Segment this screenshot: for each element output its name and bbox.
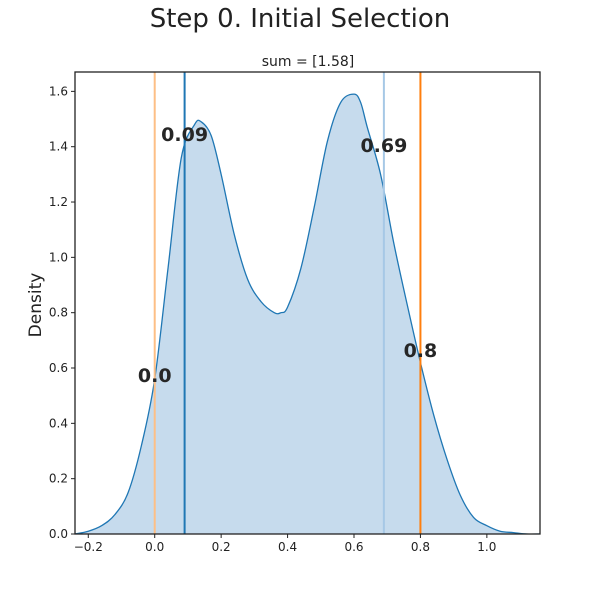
plot-frame: [74, 71, 541, 535]
x-tick-label-2: 0.2: [212, 540, 231, 554]
y-tick-label-7: 1.4: [49, 140, 68, 154]
annotation-label-3: 0.8: [404, 340, 438, 362]
x-tick-label-6: 1.0: [477, 540, 496, 554]
y-tick-label-0: 0.0: [49, 527, 68, 541]
annotation-label-1: 0.09: [161, 124, 208, 146]
y-tick-label-4: 0.8: [49, 306, 68, 320]
x-tick-label-4: 0.6: [344, 540, 363, 554]
y-tick-label-2: 0.4: [49, 416, 68, 430]
annotation-label-2: 0.69: [360, 135, 407, 157]
y-tick-label-3: 0.6: [49, 361, 68, 375]
y-tick-label-6: 1.2: [49, 195, 68, 209]
chart-title: Step 0. Initial Selection: [149, 4, 451, 34]
y-tick-label-1: 0.2: [49, 472, 68, 486]
y-tick-label-8: 1.6: [49, 84, 68, 98]
chart-subtitle: sum = [1.58]: [261, 54, 355, 70]
x-tick-label-1: 0.0: [145, 540, 164, 554]
annotation-label-0: 0.0: [138, 365, 172, 387]
y-tick-label-5: 1.0: [49, 250, 68, 264]
x-tick-label-0: −0.2: [74, 540, 103, 554]
x-tick-label-3: 0.4: [278, 540, 297, 554]
x-tick-label-5: 0.8: [411, 540, 430, 554]
density-line-0: [75, 93, 540, 534]
density-area-0: [75, 94, 540, 534]
